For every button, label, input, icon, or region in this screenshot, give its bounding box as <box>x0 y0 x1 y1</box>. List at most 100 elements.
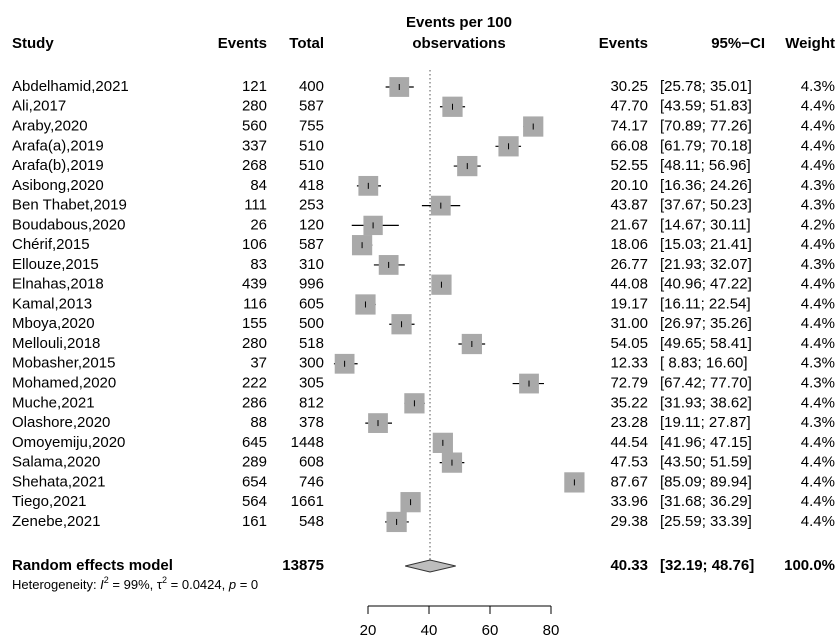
ci-label: [40.96; 47.22] <box>660 276 752 293</box>
heterogeneity-part: p <box>228 577 236 592</box>
rate: 20.10 <box>610 177 648 194</box>
rate: 31.00 <box>610 315 648 332</box>
total: 510 <box>299 137 324 154</box>
events: 289 <box>242 454 267 471</box>
rate: 23.28 <box>610 414 648 431</box>
study-name: Omoyemiju,2020 <box>12 434 125 451</box>
study-name: Zenebe,2021 <box>12 513 100 530</box>
x-tick-label: 60 <box>482 622 499 639</box>
heterogeneity-part: Heterogeneity: <box>12 577 100 592</box>
rate: 29.38 <box>610 513 648 530</box>
ci-label: [ 8.83; 16.60] <box>660 355 748 372</box>
events: 161 <box>242 513 267 530</box>
total: 418 <box>299 177 324 194</box>
total: 996 <box>299 276 324 293</box>
header-plot: observations <box>412 35 505 52</box>
events: 222 <box>242 375 267 392</box>
study-name: Arafa(b),2019 <box>12 157 104 174</box>
events: 116 <box>243 295 267 312</box>
total: 510 <box>299 157 324 174</box>
heterogeneity-part: 2 <box>104 575 109 585</box>
total: 378 <box>299 414 324 431</box>
weight: 4.3% <box>801 375 835 392</box>
heterogeneity-part: = 99%, <box>109 577 157 592</box>
study-name: Asibong,2020 <box>12 177 104 194</box>
events: 37 <box>250 355 267 372</box>
events: 645 <box>242 434 267 451</box>
events: 88 <box>250 414 267 431</box>
header-ci: 95%−CI <box>711 35 765 52</box>
ci-label: [61.79; 70.18] <box>660 137 752 154</box>
rate: 43.87 <box>610 197 648 214</box>
ci-label: [26.97; 35.26] <box>660 315 752 332</box>
events: 560 <box>242 118 267 135</box>
weight: 4.4% <box>801 137 835 154</box>
study-name: Chérif,2015 <box>12 236 90 253</box>
total: 310 <box>299 256 324 273</box>
rate: 72.79 <box>610 375 648 392</box>
header-total: Total <box>289 35 324 52</box>
ci-label: [37.67; 50.23] <box>660 197 752 214</box>
rate: 12.33 <box>610 355 648 372</box>
total: 608 <box>299 454 324 471</box>
ci-label: [16.11; 22.54] <box>660 295 751 312</box>
header-events: Events <box>218 35 267 52</box>
ci-label: [70.89; 77.26] <box>660 118 752 135</box>
total: 305 <box>299 375 324 392</box>
rate: 18.06 <box>610 236 648 253</box>
rate: 33.96 <box>610 493 648 510</box>
heterogeneity: Heterogeneity: I2 = 99%, τ2 = 0.0424, p … <box>12 575 258 592</box>
ci-label: [25.78; 35.01] <box>660 78 752 95</box>
header-weight: Weight <box>785 35 835 52</box>
ci-label: [41.96; 47.15] <box>660 434 752 451</box>
study-name: Arafa(a),2019 <box>12 137 104 154</box>
weight: 4.4% <box>801 315 835 332</box>
header-study: Study <box>12 35 54 52</box>
weight: 4.4% <box>801 276 835 293</box>
study-name: Kamal,2013 <box>12 295 92 312</box>
events: 26 <box>250 216 267 233</box>
weight: 4.3% <box>801 78 835 95</box>
total: 812 <box>299 394 324 411</box>
study-name: Salama,2020 <box>12 454 100 471</box>
ci-label: [67.42; 77.70] <box>660 375 752 392</box>
events: 280 <box>242 335 267 352</box>
weight: 4.3% <box>801 197 835 214</box>
ci-label: [49.65; 58.41] <box>660 335 752 352</box>
ci-label: [14.67; 30.11] <box>660 216 751 233</box>
events: 337 <box>242 137 267 154</box>
events: 286 <box>242 394 267 411</box>
header-rate: Events <box>599 35 648 52</box>
total: 400 <box>299 78 324 95</box>
rate: 35.22 <box>610 394 648 411</box>
study-name: Abdelhamid,2021 <box>12 78 129 95</box>
rate: 19.17 <box>610 295 648 312</box>
study-name: Mboya,2020 <box>12 315 95 332</box>
ci-label: [25.59; 33.39] <box>660 513 752 530</box>
events: 83 <box>250 256 267 273</box>
study-name: Ellouze,2015 <box>12 256 99 273</box>
weight: 4.4% <box>801 493 835 510</box>
ci-label: [43.59; 51.83] <box>660 98 752 115</box>
x-tick-label: 80 <box>543 622 560 639</box>
pooled-rate: 40.33 <box>610 557 648 574</box>
study-name: Araby,2020 <box>12 118 88 135</box>
ci-label: [16.36; 24.26] <box>660 177 752 194</box>
total: 587 <box>299 236 324 253</box>
x-tick-label: 20 <box>360 622 377 639</box>
ci-label: [15.03; 21.41] <box>660 236 752 253</box>
study-name: Muche,2021 <box>12 394 95 411</box>
pooled-ci: [32.19; 48.76] <box>660 557 754 574</box>
weight: 4.3% <box>801 414 835 431</box>
weight: 4.3% <box>801 355 835 372</box>
study-name: Ben Thabet,2019 <box>12 197 127 214</box>
rate: 26.77 <box>610 256 648 273</box>
weight: 4.4% <box>801 473 835 490</box>
events: 439 <box>242 276 267 293</box>
pooled-total: 13875 <box>282 557 324 574</box>
pooled-diamond <box>405 559 456 573</box>
rate: 44.54 <box>610 434 648 451</box>
total: 605 <box>299 295 324 312</box>
header-plot: Events per 100 <box>406 14 512 31</box>
